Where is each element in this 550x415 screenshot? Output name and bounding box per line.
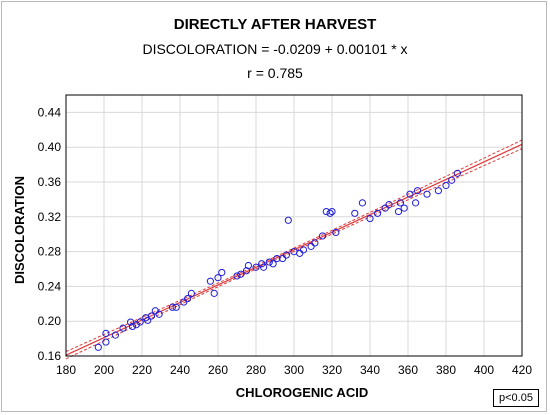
x-tick-labels: 180 200 220 240 260 280 300 320 340 360 380 400 420 — [56, 363, 532, 377]
x-tick-label: 300 — [284, 363, 304, 377]
y-tick-label: 0.16 — [38, 349, 62, 363]
data-point — [326, 209, 334, 217]
data-point — [351, 209, 359, 217]
data-point — [366, 214, 374, 223]
x-tick-label: 260 — [208, 363, 228, 377]
x-tick-label: 240 — [170, 363, 190, 377]
data-point — [119, 324, 127, 332]
x-tick-label: 380 — [436, 363, 456, 377]
data-point — [265, 258, 273, 266]
data-point — [299, 246, 308, 254]
data-point — [102, 338, 110, 346]
data-point — [244, 261, 252, 270]
data-point — [412, 199, 420, 207]
x-tick-label: 200 — [94, 363, 114, 377]
x-axis-label: CHLOROGENIC ACID — [236, 385, 368, 400]
data-points — [94, 169, 461, 351]
data-point — [187, 289, 195, 297]
x-tick-label: 180 — [56, 363, 76, 377]
data-point — [423, 190, 431, 198]
confidence-band-lower — [65, 148, 523, 360]
x-tick-label: 280 — [246, 363, 266, 377]
y-tick-label: 0.40 — [38, 140, 62, 154]
data-point — [210, 289, 218, 297]
data-point — [127, 318, 135, 326]
y-tick-label: 0.32 — [38, 210, 62, 224]
data-point — [136, 318, 144, 326]
data-point — [328, 207, 336, 216]
y-tick-label: 0.28 — [38, 245, 62, 259]
data-point — [284, 216, 292, 224]
chart-title: DIRECTLY AFTER HARVEST — [174, 16, 377, 33]
x-tick-label: 320 — [322, 363, 342, 377]
data-point — [206, 277, 214, 285]
y-tick-label: 0.36 — [38, 175, 62, 189]
data-point — [258, 260, 266, 268]
data-point — [374, 209, 382, 217]
data-point — [448, 176, 456, 184]
data-point — [168, 303, 176, 311]
data-point — [400, 204, 408, 212]
p-value-box: p<0.05 — [493, 389, 539, 407]
data-point — [214, 274, 222, 282]
data-point — [311, 239, 319, 247]
data-point — [128, 322, 137, 331]
data-point — [358, 199, 366, 207]
data-point — [252, 263, 260, 271]
data-point — [94, 343, 102, 351]
regression-equation: DISCOLORATION = -0.0209 + 0.00101 * x — [142, 41, 407, 57]
data-point — [111, 331, 120, 339]
y-tick-label: 0.44 — [38, 105, 62, 119]
data-point — [413, 187, 422, 195]
x-tick-label: 220 — [132, 363, 152, 377]
data-point — [442, 181, 450, 190]
data-point — [282, 251, 290, 259]
correlation-coefficient: r = 0.785 — [247, 65, 303, 81]
y-tick-label: 0.24 — [38, 279, 62, 293]
data-point — [307, 242, 315, 250]
y-tick-label: 0.20 — [38, 314, 62, 328]
data-point — [184, 294, 192, 303]
x-tick-label: 420 — [512, 363, 532, 377]
data-point — [237, 270, 245, 278]
data-point — [218, 268, 226, 277]
data-point — [144, 316, 152, 324]
data-point — [385, 201, 393, 209]
y-axis-label: DISCOLORATION — [12, 176, 27, 284]
x-tick-label: 360 — [398, 363, 418, 377]
data-point — [260, 263, 268, 271]
data-point — [318, 232, 327, 240]
data-point — [453, 169, 461, 177]
y-tick-labels: 0.16 0.20 0.24 0.28 0.32 0.36 0.40 0.44 — [38, 105, 62, 363]
data-point — [434, 187, 442, 195]
data-point — [172, 303, 180, 311]
data-point — [233, 272, 241, 280]
data-point — [102, 329, 110, 337]
x-tick-label: 400 — [474, 363, 494, 377]
data-point — [155, 310, 163, 318]
data-point — [394, 207, 403, 216]
data-point — [396, 199, 404, 207]
x-tick-label: 340 — [360, 363, 380, 377]
plot-area-border — [65, 94, 523, 357]
data-point — [269, 260, 277, 268]
grid-lines — [65, 95, 523, 357]
data-point — [406, 190, 414, 198]
data-point — [147, 312, 156, 320]
data-point — [332, 228, 340, 237]
